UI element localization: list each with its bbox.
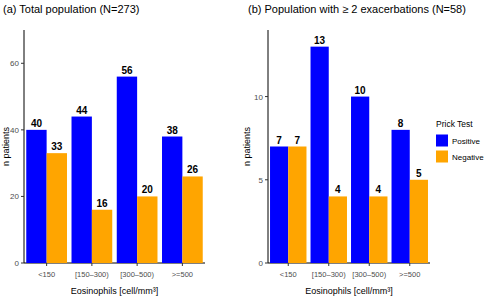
x-tick (137, 263, 138, 266)
legend-label: Positive (452, 137, 481, 146)
chart-title: (a) Total population (N=273) (3, 3, 139, 15)
data-label: 20 (142, 184, 154, 195)
bar (47, 153, 67, 263)
x-tick (328, 263, 329, 266)
y-axis-title: n patients (242, 126, 252, 166)
data-label: 44 (76, 105, 88, 116)
x-axis-title: Eosinophils [cell/mm³] (71, 286, 159, 296)
bar (369, 196, 387, 263)
bars (270, 47, 428, 263)
x-tick (409, 263, 410, 266)
bar (26, 130, 46, 263)
data-label: 7 (295, 135, 301, 146)
data-label: 16 (96, 198, 108, 209)
bar (329, 196, 347, 263)
y-tick-label: 60 (10, 59, 19, 68)
y-tick-label: 10 (254, 93, 263, 102)
chart-canvas: (a) Total population (N=273)0204060n pat… (0, 0, 500, 299)
bar (410, 180, 428, 263)
y-axis-line (268, 30, 269, 263)
x-tick-label: >=500 (399, 270, 420, 279)
x-tick-label: <150 (280, 270, 297, 279)
y-tick (21, 196, 24, 197)
y-tick-label: 0 (259, 259, 264, 268)
data-label: 33 (51, 141, 63, 152)
bar (162, 137, 182, 263)
bar (92, 210, 112, 263)
legend-label: Negative (452, 153, 484, 162)
data-label: 40 (31, 118, 43, 129)
bar (72, 117, 92, 263)
data-label: 56 (121, 65, 133, 76)
y-tick (265, 179, 268, 180)
x-tick-label: [150–300) (75, 270, 109, 279)
data-label: 26 (187, 164, 199, 175)
data-label: 5 (416, 168, 422, 179)
chart-title: (b) Population with ≥ 2 exacerbations (N… (248, 3, 466, 15)
x-tick (182, 263, 183, 266)
y-tick (21, 263, 24, 264)
x-tick-label: [300–500) (352, 270, 386, 279)
bar (270, 147, 288, 264)
y-tick-label: 0 (15, 259, 20, 268)
legend-title: Prick Test (436, 119, 473, 129)
x-axis-title: Eosinophils [cell/mm³] (305, 286, 393, 296)
data-label: 4 (376, 184, 382, 195)
x-tick (91, 263, 92, 266)
bar (311, 47, 329, 263)
legend-swatch (436, 135, 448, 147)
data-label: 4 (335, 184, 341, 195)
bar (351, 97, 369, 263)
y-axis-title: n patients (1, 126, 11, 166)
x-tick-label: [300–500) (120, 270, 154, 279)
x-tick-label: <150 (38, 270, 55, 279)
legend-swatch (436, 151, 448, 163)
y-tick (21, 63, 24, 64)
data-label: 8 (398, 118, 404, 129)
y-tick-label: 20 (10, 192, 19, 201)
data-label: 10 (355, 85, 367, 96)
y-axis-line (24, 30, 25, 263)
y-tick-label: 5 (259, 176, 264, 185)
bar (288, 147, 306, 264)
y-tick (265, 263, 268, 264)
x-tick (46, 263, 47, 266)
data-label: 7 (276, 135, 282, 146)
bar (392, 130, 410, 263)
y-tick-label: 40 (10, 126, 19, 135)
bars (26, 77, 202, 263)
data-label: 38 (167, 125, 179, 136)
data-label: 13 (314, 35, 326, 46)
x-tick-label: [150–300) (312, 270, 346, 279)
x-tick (288, 263, 289, 266)
x-tick (369, 263, 370, 266)
bar (137, 196, 157, 263)
x-tick-label: >=500 (172, 270, 193, 279)
y-tick (265, 96, 268, 97)
y-tick (21, 129, 24, 130)
bar (182, 176, 202, 263)
bar (117, 77, 137, 263)
